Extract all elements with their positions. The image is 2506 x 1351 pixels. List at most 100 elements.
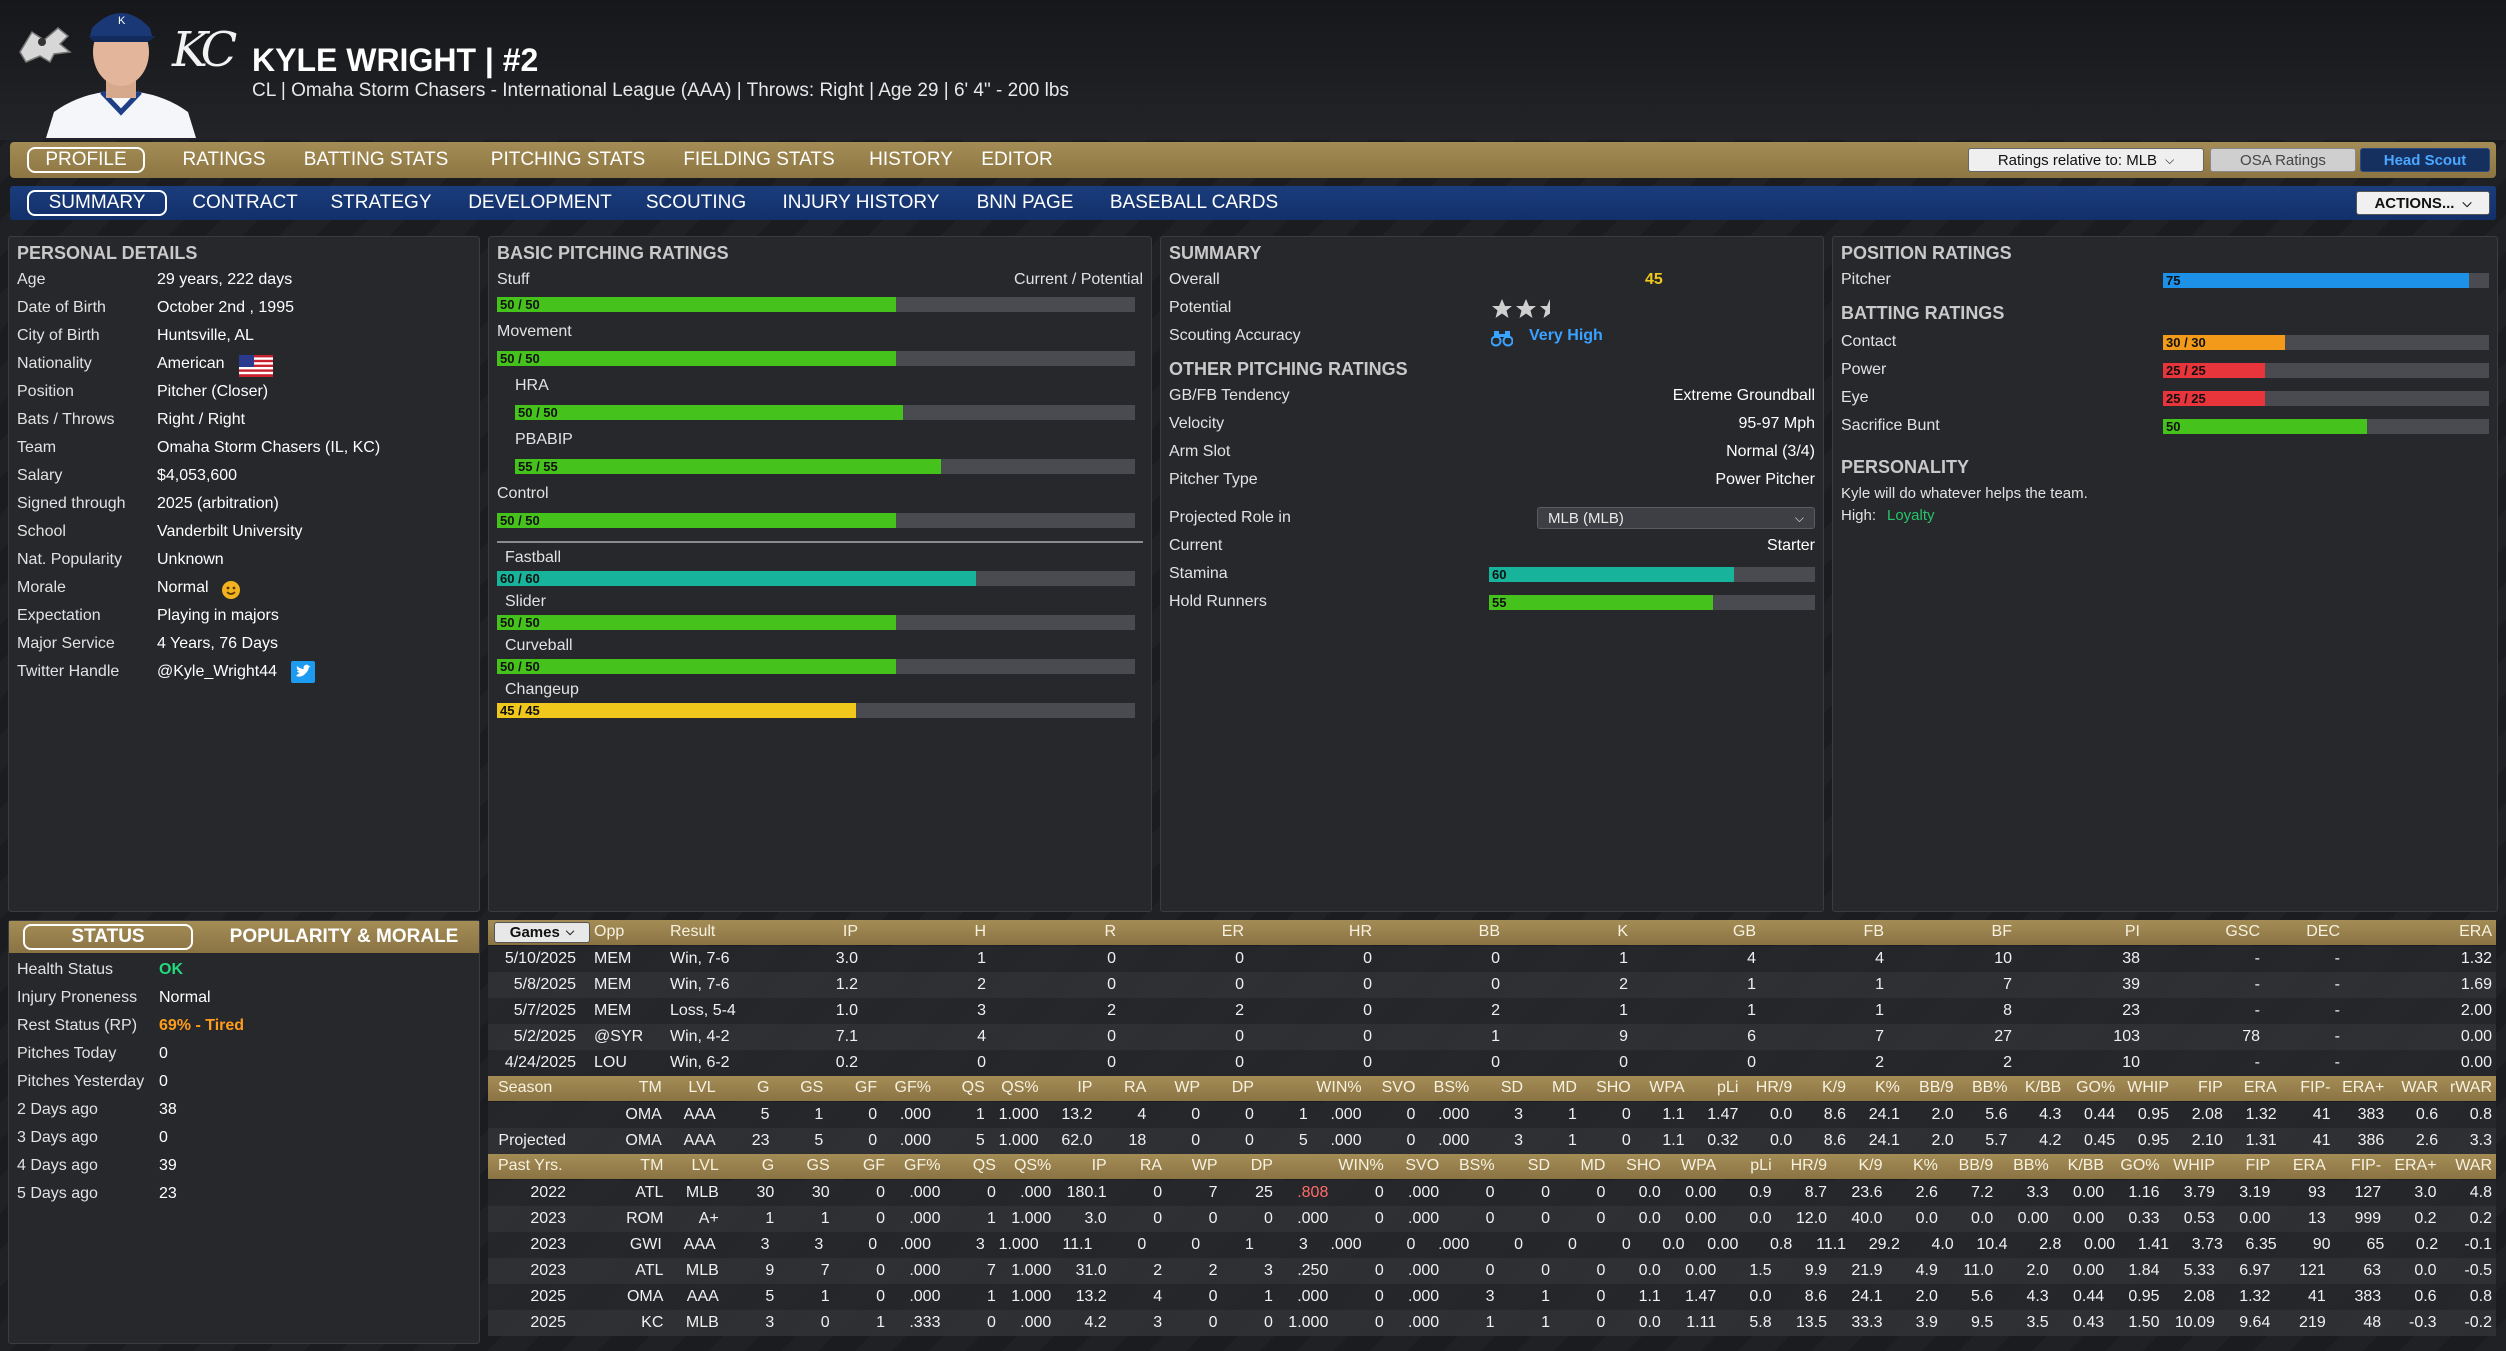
- games-col-header[interactable]: BF: [1991, 923, 2012, 940]
- past-col-header[interactable]: GS: [806, 1157, 830, 1174]
- tab-bnn-page[interactable]: BNN PAGE: [976, 192, 1074, 213]
- season-col-header[interactable]: QS: [961, 1079, 985, 1096]
- season-col-header[interactable]: WHIP: [2127, 1079, 2170, 1096]
- projected-role-select[interactable]: MLB (MLB) ⌵: [1537, 507, 1815, 529]
- season-col-header[interactable]: LVL: [688, 1079, 716, 1096]
- past-col-header[interactable]: pLi: [1750, 1157, 1772, 1174]
- season-col-header[interactable]: WPA: [1649, 1079, 1685, 1096]
- season-col-header[interactable]: WP: [1174, 1079, 1201, 1096]
- games-col-header[interactable]: HR: [1348, 923, 1372, 940]
- past-col-header[interactable]: GF%: [904, 1157, 941, 1174]
- actions-menu-button[interactable]: ACTIONS... ⌵: [2356, 191, 2490, 215]
- season-col-header[interactable]: K/BB: [2024, 1079, 2062, 1096]
- personal-detail-value[interactable]: @Kyle_Wright44: [157, 663, 277, 680]
- tab-strategy[interactable]: STRATEGY: [330, 192, 432, 213]
- season-col-header[interactable]: SVO: [1381, 1079, 1416, 1096]
- past-col-header[interactable]: MD: [1580, 1157, 1606, 1174]
- past-col-header[interactable]: WIN%: [1338, 1157, 1384, 1174]
- past-col-header[interactable]: WP: [1191, 1157, 1218, 1174]
- past-col-header[interactable]: GF: [862, 1157, 886, 1174]
- season-col-header[interactable]: Season: [498, 1079, 553, 1096]
- past-col-header[interactable]: K/9: [1858, 1157, 1883, 1174]
- tab-history[interactable]: HISTORY: [869, 149, 953, 170]
- game-log-row[interactable]: 5/8/2025 MEM Win, 7-6 1.2 2 0 0 0 0 2 1 1 7 39 - - 1.69: [488, 972, 2496, 998]
- season-col-header[interactable]: SHO: [1596, 1079, 1631, 1096]
- season-col-header[interactable]: K/9: [1822, 1079, 1847, 1096]
- game-log-row[interactable]: 5/2/2025 @SYR Win, 4-2 7.1 4 0 0 0 1 9 6 7 27 103 78 - 0…: [488, 1024, 2496, 1050]
- past-col-header[interactable]: WAR: [2455, 1157, 2492, 1174]
- season-col-header[interactable]: GF%: [894, 1079, 931, 1096]
- tab-batting-stats[interactable]: BATTING STATS: [303, 149, 449, 170]
- past-col-header[interactable]: IP: [1091, 1157, 1107, 1174]
- games-col-header[interactable]: DEC: [2306, 923, 2340, 940]
- games-col-header[interactable]: Opp: [594, 923, 625, 940]
- season-col-header[interactable]: TM: [638, 1079, 662, 1096]
- season-col-header[interactable]: FIP-: [2300, 1079, 2331, 1096]
- game-log-row[interactable]: 5/7/2025 MEM Loss, 5-4 1.0 3 2 2 0 2 1 1 1 8 23 - - 2.00: [488, 998, 2496, 1024]
- past-col-header[interactable]: SD: [1527, 1157, 1550, 1174]
- tab-development[interactable]: DEVELOPMENT: [468, 192, 612, 213]
- past-col-header[interactable]: WHIP: [2173, 1157, 2215, 1174]
- past-col-header[interactable]: HR/9: [1790, 1157, 1828, 1174]
- past-col-header[interactable]: LVL: [691, 1157, 719, 1174]
- past-col-header[interactable]: K/BB: [2067, 1157, 2105, 1174]
- season-col-header[interactable]: K%: [1874, 1079, 1900, 1096]
- head-scout-button[interactable]: Head Scout: [2360, 148, 2490, 172]
- season-col-header[interactable]: SD: [1500, 1079, 1524, 1096]
- tab-status[interactable]: STATUS: [23, 924, 193, 950]
- twitter-icon[interactable]: [291, 661, 315, 683]
- games-col-header[interactable]: IP: [842, 923, 858, 940]
- games-col-header[interactable]: R: [1104, 923, 1116, 940]
- osa-ratings-button[interactable]: OSA Ratings: [2210, 148, 2356, 172]
- season-col-header[interactable]: RA: [1124, 1079, 1147, 1096]
- season-col-header[interactable]: G: [757, 1079, 770, 1096]
- ratings-relative-select[interactable]: Ratings relative to: MLB ⌵: [1968, 148, 2204, 172]
- games-select[interactable]: Games ⌵: [494, 922, 590, 943]
- past-col-header[interactable]: BB/9: [1958, 1157, 1994, 1174]
- season-col-header[interactable]: MD: [1552, 1079, 1577, 1096]
- games-col-header[interactable]: ERA: [2459, 923, 2492, 940]
- past-col-header[interactable]: QS%: [1013, 1157, 1052, 1174]
- past-col-header[interactable]: FIP-: [2350, 1157, 2382, 1174]
- season-col-header[interactable]: IP: [1077, 1079, 1093, 1096]
- games-col-header[interactable]: Result: [670, 923, 716, 940]
- season-col-header[interactable]: ERA+: [2342, 1079, 2385, 1096]
- past-col-header[interactable]: ERA+: [2394, 1157, 2437, 1174]
- games-col-header[interactable]: H: [974, 923, 986, 940]
- past-col-header[interactable]: Past Yrs.: [498, 1157, 563, 1174]
- past-col-header[interactable]: FIP: [2245, 1157, 2271, 1174]
- season-col-header[interactable]: HR/9: [1755, 1079, 1793, 1096]
- past-col-header[interactable]: BB%: [2013, 1157, 2049, 1174]
- past-col-header[interactable]: G: [761, 1157, 775, 1174]
- tab-ratings[interactable]: RATINGS: [182, 149, 266, 170]
- tab-pitching-stats[interactable]: PITCHING STATS: [490, 149, 646, 170]
- tab-fielding-stats[interactable]: FIELDING STATS: [683, 149, 835, 170]
- past-col-header[interactable]: K%: [1912, 1157, 1938, 1174]
- season-col-header[interactable]: rWAR: [2449, 1079, 2492, 1096]
- games-col-header[interactable]: GSC: [2225, 923, 2260, 940]
- games-col-header[interactable]: ER: [1221, 923, 1244, 940]
- past-col-header[interactable]: rWAR: [2477, 1157, 2506, 1175]
- season-col-header[interactable]: GS: [800, 1079, 824, 1096]
- past-col-header[interactable]: GO%: [2120, 1157, 2160, 1174]
- season-col-header[interactable]: FIP: [2197, 1079, 2223, 1096]
- past-col-header[interactable]: RA: [1139, 1157, 1163, 1174]
- tab-summary[interactable]: SUMMARY: [27, 190, 167, 216]
- season-col-header[interactable]: BS%: [1433, 1079, 1470, 1096]
- games-col-header[interactable]: BB: [1478, 923, 1500, 940]
- game-log-row[interactable]: 4/24/2025 LOU Win, 6-2 0.2 0 0 0 0 0 0 0 2 2 10 - - 0.00: [488, 1050, 2496, 1076]
- tab-injury-history[interactable]: INJURY HISTORY: [782, 192, 940, 213]
- past-col-header[interactable]: DP: [1250, 1157, 1273, 1174]
- season-col-header[interactable]: WAR: [2401, 1079, 2439, 1096]
- tab-scouting[interactable]: SCOUTING: [645, 192, 747, 213]
- season-col-header[interactable]: DP: [1231, 1079, 1254, 1096]
- season-col-header[interactable]: QS%: [1001, 1079, 1039, 1096]
- past-col-header[interactable]: WPA: [1680, 1157, 1717, 1174]
- games-col-header[interactable]: GB: [1732, 923, 1756, 940]
- season-col-header[interactable]: GF: [854, 1079, 878, 1096]
- past-col-header[interactable]: SVO: [1405, 1157, 1440, 1174]
- season-col-header[interactable]: pLi: [1717, 1079, 1739, 1096]
- games-col-header[interactable]: PI: [2124, 923, 2140, 940]
- tab-contract[interactable]: CONTRACT: [192, 192, 298, 213]
- tab-profile[interactable]: PROFILE: [27, 147, 145, 173]
